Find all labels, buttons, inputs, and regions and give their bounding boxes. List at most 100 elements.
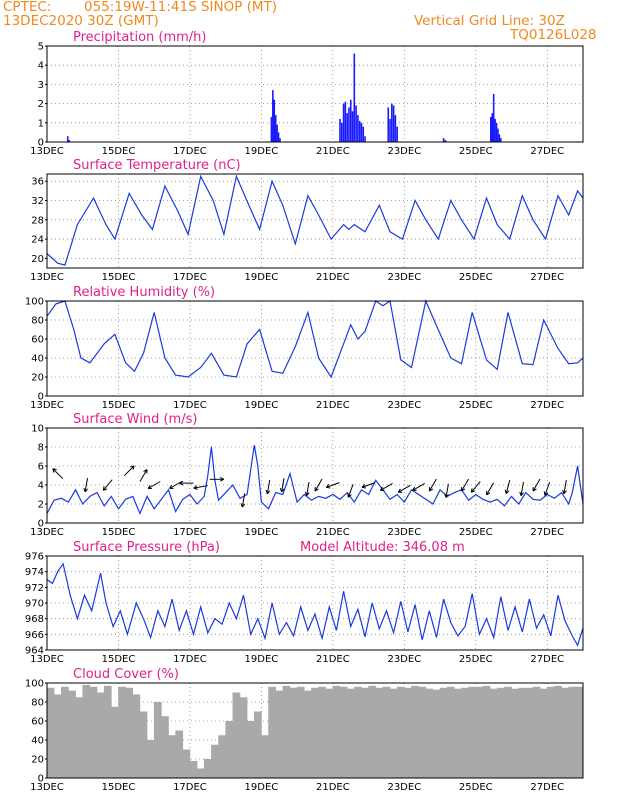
y-tick-label: 2 xyxy=(38,99,44,110)
cloud-bar xyxy=(211,744,219,778)
series-line xyxy=(46,445,584,516)
x-tick-label: 25DEC xyxy=(459,654,493,665)
cloud-bar xyxy=(218,735,226,778)
cloud-bar xyxy=(382,686,391,778)
header-run: 13DEC2020 30Z (GMT) xyxy=(3,13,159,29)
cloud-bar xyxy=(375,687,384,778)
cloud-bar xyxy=(111,706,119,778)
cloud-bar xyxy=(75,697,84,778)
cloud-bar xyxy=(132,694,141,778)
cloud-bar xyxy=(125,687,134,778)
y-tick-label: 80 xyxy=(31,316,44,327)
cloud-bar xyxy=(253,711,262,778)
x-tick-label: 21DEC xyxy=(316,400,350,411)
wind-arrow xyxy=(279,478,285,493)
cloud-bar xyxy=(525,687,534,778)
wind-arrow xyxy=(412,482,425,491)
cloud-bar xyxy=(575,686,584,778)
x-tick-label: 15DEC xyxy=(102,400,136,411)
y-tick-label: 974 xyxy=(25,567,44,578)
precip-bar xyxy=(497,128,499,142)
precip-bar xyxy=(272,90,274,142)
y-tick-label: 3 xyxy=(38,80,44,91)
precip-bar xyxy=(279,138,281,142)
precip-bar xyxy=(364,136,366,142)
y-tick-label: 100 xyxy=(25,297,44,308)
cloud-bar xyxy=(568,686,577,778)
y-tick-label: 28 xyxy=(31,215,44,226)
wind-arrow xyxy=(83,478,89,493)
x-tick-label: 21DEC xyxy=(316,146,350,157)
y-tick-label: 966 xyxy=(25,630,44,641)
cloud-bar xyxy=(454,688,462,778)
wind-arrow xyxy=(504,480,511,495)
cloud-bar xyxy=(161,716,169,778)
header-grid-note: Vertical Grid Line: 30Z xyxy=(414,13,565,29)
x-tick-label: 13DEC xyxy=(30,146,64,157)
cloud-bar xyxy=(118,686,126,778)
y-tick-label: 1 xyxy=(38,118,44,129)
plot-frame xyxy=(46,300,584,397)
cloud-bar xyxy=(496,687,505,778)
y-tick-label: 100 xyxy=(25,679,44,690)
y-tick-label: 972 xyxy=(25,583,44,594)
wind-arrow xyxy=(361,482,376,489)
panel-title: Surface Wind (m/s) xyxy=(73,412,197,427)
panel-annotation: Model Altitude: 346.08 m xyxy=(300,540,465,555)
y-tick-label: 968 xyxy=(25,614,44,625)
x-tick-label: 23DEC xyxy=(387,782,421,793)
wind-arrow xyxy=(543,482,551,496)
y-tick-label: 60 xyxy=(31,335,44,346)
wind-arrow xyxy=(519,481,524,497)
cloud-bar xyxy=(518,687,527,778)
x-tick-label: 13DEC xyxy=(30,400,64,411)
plot-frame xyxy=(46,427,584,524)
cloud-bar xyxy=(103,685,112,778)
cloud-bar xyxy=(175,730,184,778)
cloud-bar xyxy=(303,690,312,778)
precip-bar xyxy=(362,126,365,142)
cloud-bar xyxy=(261,735,269,778)
cloud-bar xyxy=(532,686,541,778)
x-tick-label: 13DEC xyxy=(30,782,64,793)
wind-arrow xyxy=(325,482,340,489)
wind-arrow xyxy=(397,484,411,493)
x-tick-label: 13DEC xyxy=(30,272,64,283)
panel-title: Cloud Cover (%) xyxy=(73,667,179,682)
x-tick-label: 17DEC xyxy=(173,400,207,411)
wind-arrow xyxy=(314,478,323,492)
y-tick-label: 0 xyxy=(38,138,44,149)
y-tick-label: 32 xyxy=(31,196,44,207)
x-tick-label: 25DEC xyxy=(459,146,493,157)
cloud-bar xyxy=(361,687,369,778)
precip-bar xyxy=(348,107,350,142)
wind-arrow xyxy=(444,483,449,498)
y-tick-label: 40 xyxy=(31,354,44,365)
wind-arrow xyxy=(52,468,64,479)
cloud-bar xyxy=(203,759,212,778)
y-tick-label: 5 xyxy=(38,42,44,53)
x-tick-label: 19DEC xyxy=(245,272,279,283)
cloud-bar xyxy=(182,749,191,778)
y-tick-label: 970 xyxy=(25,599,44,610)
x-tick-label: 27DEC xyxy=(530,146,564,157)
x-tick-label: 19DEC xyxy=(245,527,279,538)
wind-arrow xyxy=(304,481,310,497)
precip-bar xyxy=(444,140,447,142)
wind-arrow xyxy=(379,482,393,491)
x-tick-label: 21DEC xyxy=(316,782,350,793)
wind-arrow xyxy=(123,465,135,477)
x-tick-label: 27DEC xyxy=(530,400,564,411)
x-tick-label: 21DEC xyxy=(316,527,350,538)
cloud-bar xyxy=(332,685,341,778)
wind-arrow xyxy=(102,479,113,491)
panel-title: Relative Humidity (%) xyxy=(73,285,215,300)
cloud-bar xyxy=(346,688,355,778)
precip-bar xyxy=(394,115,397,142)
y-tick-label: 0 xyxy=(38,519,44,530)
series-line xyxy=(46,299,584,379)
x-tick-label: 17DEC xyxy=(173,527,207,538)
x-tick-label: 15DEC xyxy=(102,527,136,538)
x-tick-label: 19DEC xyxy=(245,400,279,411)
